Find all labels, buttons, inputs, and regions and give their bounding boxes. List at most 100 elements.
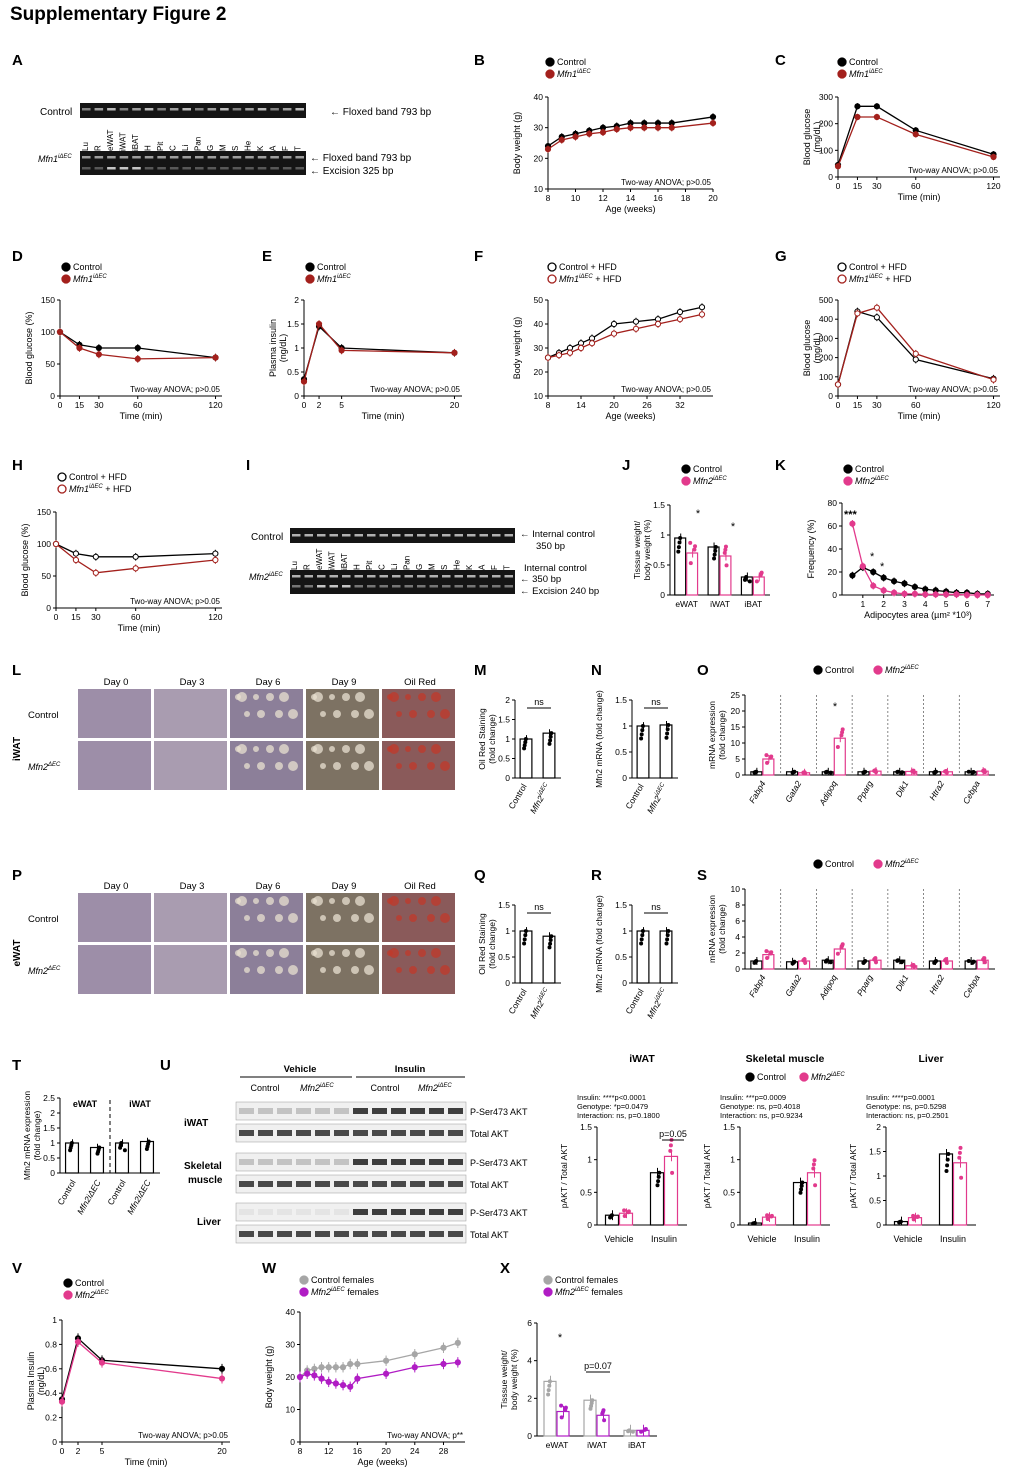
data-point	[912, 356, 919, 363]
data-point	[813, 1183, 818, 1188]
data-point	[657, 1170, 662, 1175]
cell-cluster	[409, 966, 417, 974]
series-line	[303, 322, 455, 382]
data-point	[639, 1429, 644, 1434]
tick-label: 10	[731, 738, 741, 748]
panel-letter: N	[591, 662, 602, 679]
data-point	[304, 1370, 311, 1377]
data-point	[901, 590, 908, 597]
side-label: iWAT	[12, 737, 23, 761]
lane-label: Li	[390, 564, 399, 570]
blot-band	[353, 1159, 368, 1165]
data-point	[640, 724, 645, 728]
category-label: iWAT	[587, 1440, 607, 1450]
stat-annotation: Two-way ANOVA; p>0.05	[130, 597, 220, 606]
data-point	[873, 304, 880, 311]
panel-letter: D	[12, 248, 23, 265]
gel-band	[245, 156, 254, 159]
data-point	[523, 740, 528, 745]
cell-cluster	[266, 897, 274, 905]
data-point	[577, 344, 585, 352]
legend-label: Control	[855, 464, 884, 474]
data-point	[724, 563, 729, 568]
gel-band	[282, 108, 292, 111]
tick-label: 1.5	[615, 695, 627, 705]
y-axis-label: Body weight (g)	[264, 1346, 274, 1409]
data-point	[990, 376, 997, 383]
data-point	[639, 732, 644, 737]
data-point	[932, 591, 939, 598]
gel-band	[232, 156, 242, 159]
tick-label: 0	[587, 1220, 592, 1230]
tick-label: 40	[828, 544, 838, 554]
y-axis-label: pAKT / Total AKT	[559, 1144, 569, 1208]
tick-label: 8	[546, 400, 551, 410]
day-label: Day 6	[256, 881, 281, 892]
tick-label: 0	[622, 978, 627, 988]
x-axis-label: Age (weeks)	[605, 411, 655, 421]
gel-band	[417, 585, 426, 588]
blot-image	[235, 1174, 467, 1194]
cell-cluster	[266, 949, 274, 957]
cell-cluster	[427, 966, 435, 974]
panel-letter: H	[12, 457, 23, 474]
gel-band	[195, 167, 204, 170]
legend-label: Mfn1iΔEC	[38, 154, 72, 164]
data-point	[52, 540, 60, 548]
legend-label: Mfn2iΔEC	[885, 665, 919, 675]
data-point	[98, 1359, 106, 1366]
series-line	[547, 313, 703, 359]
data-point	[849, 520, 856, 527]
significance-label: ns	[651, 697, 661, 707]
lane-label: R	[94, 145, 103, 151]
tick-label: 1.5	[723, 1122, 735, 1132]
data-point	[523, 933, 528, 938]
gel-band	[257, 167, 267, 170]
tick-label: 1	[505, 734, 510, 744]
data-point	[69, 1141, 74, 1145]
day-label: Oil Red	[404, 677, 436, 688]
legend-label: Mfn2ΔEC	[28, 966, 61, 976]
legend-marker	[837, 274, 847, 284]
day-label: Day 9	[332, 677, 357, 688]
data-point	[212, 354, 219, 361]
gel-band	[467, 575, 476, 578]
lane-label: He	[453, 559, 462, 570]
blot-band	[334, 1108, 349, 1114]
data-point	[912, 131, 919, 138]
data-point	[982, 960, 987, 965]
legend-label: Control + HFD	[69, 472, 127, 482]
tick-label: 20	[450, 400, 460, 410]
data-point	[769, 950, 774, 955]
data-point	[338, 347, 345, 354]
blot-band	[448, 1231, 463, 1237]
tick-label: 12	[324, 1446, 334, 1456]
x-axis-label: Time (min)	[120, 411, 163, 421]
lane-label: iBAT	[131, 134, 140, 151]
data-point	[339, 1364, 347, 1371]
gel-band	[467, 585, 476, 588]
lane-label: Lu	[81, 142, 90, 151]
legend-marker	[305, 262, 315, 272]
data-point	[548, 937, 553, 942]
tick-label: 24	[410, 1446, 420, 1456]
blot-band	[334, 1209, 349, 1215]
gel-band	[82, 167, 91, 170]
data-point	[874, 770, 878, 775]
data-point	[953, 591, 960, 598]
tick-label: 1	[50, 1138, 55, 1148]
data-point	[218, 1375, 226, 1382]
blot-band	[429, 1231, 444, 1237]
x-axis-label: Time (min)	[362, 411, 405, 421]
blot-band	[239, 1130, 254, 1136]
cell-cluster	[427, 762, 435, 770]
blot-band	[239, 1108, 254, 1114]
tick-label: 20	[731, 706, 741, 716]
gel-band	[195, 156, 204, 159]
tick-label: 2	[876, 1122, 881, 1132]
tick-label: 100	[819, 372, 833, 382]
lane-label: Pit	[156, 141, 165, 151]
legend-label: Mfn1iΔEC + HFD	[69, 484, 132, 494]
cell-cluster	[351, 966, 359, 974]
tick-label: 1.5	[287, 319, 299, 329]
